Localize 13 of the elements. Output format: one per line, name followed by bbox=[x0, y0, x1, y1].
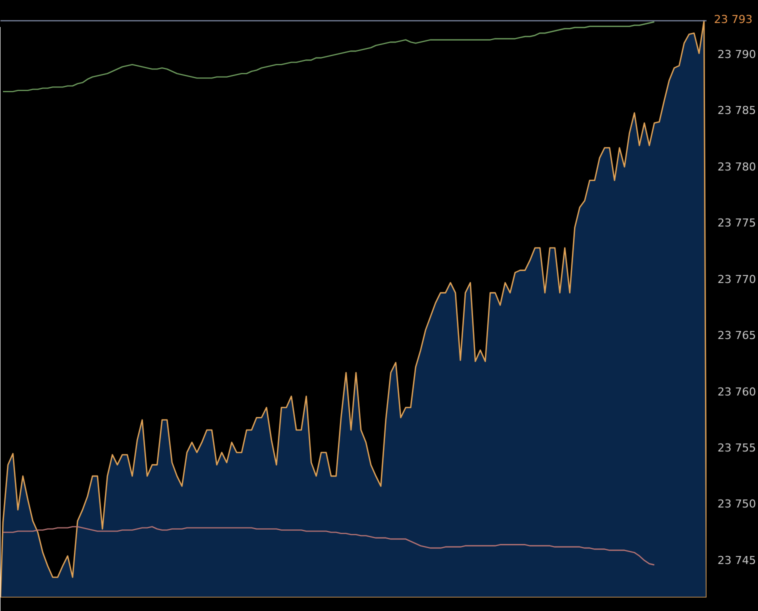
y-tick-label: 23 765 bbox=[718, 329, 756, 342]
y-tick-label: 23 770 bbox=[718, 272, 756, 286]
y-tick-label: 23 745 bbox=[718, 554, 756, 567]
y-tick-label: 23 775 bbox=[718, 216, 756, 230]
y-tick-label: 23 760 bbox=[718, 385, 756, 398]
y-tick-label: 23 780 bbox=[718, 160, 756, 174]
y-tick-label: 23 755 bbox=[718, 441, 756, 454]
ref-line-label: 23 793 bbox=[714, 13, 752, 27]
y-tick-label: 23 790 bbox=[718, 48, 756, 61]
line-series bbox=[2, 526, 655, 566]
y-tick-label: 23 785 bbox=[718, 104, 756, 118]
y-tick-label: 23 750 bbox=[718, 498, 756, 511]
line-series bbox=[2, 21, 655, 92]
